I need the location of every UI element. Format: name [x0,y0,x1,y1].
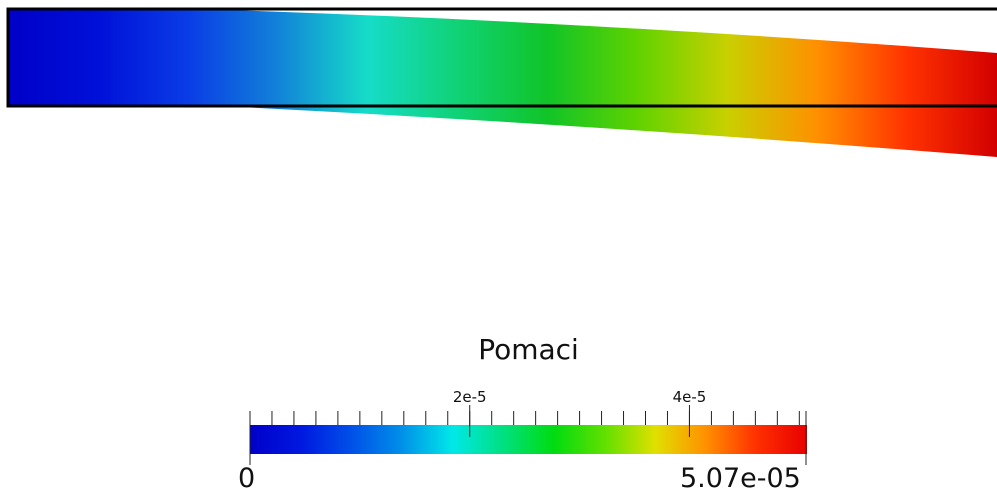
color-legend-bar [250,425,807,454]
color-legend-max-label: 5.07e-05 [680,463,801,494]
color-legend-title: Pomaci [478,333,579,366]
tick-label: 4e-5 [672,388,707,406]
color-legend-min-label: 0 [238,463,256,494]
tick-label: 2e-5 [452,388,487,406]
undeformed-beam-outline [6,7,997,108]
color-legend-ticks [249,405,807,465]
deformed-beam [8,9,997,157]
